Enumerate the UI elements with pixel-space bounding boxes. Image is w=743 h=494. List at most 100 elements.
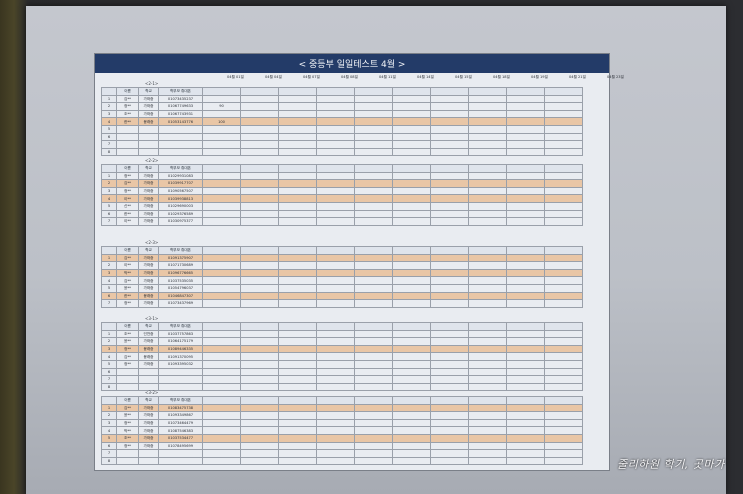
table-cell bbox=[354, 456, 393, 466]
table-cell bbox=[316, 171, 355, 181]
block-label: <3-1> bbox=[145, 316, 159, 321]
table-cell bbox=[506, 124, 545, 134]
block-label: <3-2> bbox=[145, 390, 159, 395]
table-cell bbox=[278, 449, 317, 458]
table-cell bbox=[278, 329, 317, 339]
date-header: 04월 18일 bbox=[493, 75, 510, 79]
table-cell: 01091375907 bbox=[158, 253, 203, 263]
table-cell: 이** bbox=[116, 217, 139, 226]
table-cell bbox=[392, 359, 431, 369]
table-cell bbox=[506, 276, 545, 285]
row-number: 6 bbox=[101, 291, 117, 301]
table-cell bbox=[240, 109, 279, 119]
table-cell bbox=[506, 291, 545, 301]
table-cell bbox=[138, 367, 159, 377]
table-cell bbox=[240, 194, 279, 203]
table-cell bbox=[468, 456, 507, 466]
table-cell bbox=[354, 186, 393, 196]
table-cell bbox=[316, 418, 355, 428]
table-cell bbox=[506, 94, 545, 104]
class-block: <2-1> 04월 01일 04월 04일 04월 07일 04월 08일 04월 11일… bbox=[95, 75, 624, 157]
table-cell bbox=[468, 94, 507, 104]
table-cell bbox=[316, 194, 355, 203]
header-cell bbox=[544, 396, 583, 405]
header-cell bbox=[202, 87, 241, 96]
table-cell bbox=[354, 124, 393, 134]
date-header: 04월 15일 bbox=[455, 75, 472, 79]
table-cell: 01067749633 bbox=[158, 102, 203, 111]
table-cell bbox=[278, 94, 317, 104]
table-cell bbox=[240, 291, 279, 301]
table-cell bbox=[354, 147, 393, 157]
table-cell bbox=[240, 403, 279, 413]
table-cell bbox=[468, 268, 507, 278]
table-cell bbox=[354, 268, 393, 278]
table-cell bbox=[430, 117, 469, 126]
table-cell bbox=[202, 217, 241, 226]
table-cell bbox=[354, 329, 393, 339]
table-cell bbox=[506, 359, 545, 369]
header-cell bbox=[544, 322, 583, 331]
table-cell bbox=[544, 344, 583, 354]
table-cell bbox=[430, 291, 469, 301]
table-cell bbox=[506, 456, 545, 466]
table-cell bbox=[202, 418, 241, 428]
row-number: 6 bbox=[101, 209, 117, 219]
table-cell bbox=[202, 209, 241, 219]
table-cell bbox=[202, 299, 241, 308]
score-table: 이름 학교 학부모 휴대폰 1 김** 가좌중 01073435237 2 정** 가좌중 0106… bbox=[101, 87, 583, 157]
table-cell: 가좌중 bbox=[138, 194, 159, 203]
table-row: 7 이** 가좌중 01030975377 bbox=[101, 217, 583, 226]
table-row: 2 정** 가좌중 01067749633 90 bbox=[101, 102, 583, 111]
table-cell bbox=[468, 140, 507, 149]
table-cell bbox=[354, 367, 393, 377]
table-cell bbox=[468, 117, 507, 126]
table-cell bbox=[392, 329, 431, 339]
table-cell bbox=[316, 209, 355, 219]
table-cell bbox=[240, 441, 279, 451]
table-cell bbox=[392, 441, 431, 451]
table-cell bbox=[354, 253, 393, 263]
table-cell bbox=[544, 261, 583, 270]
table-cell bbox=[544, 426, 583, 435]
table-cell bbox=[430, 276, 469, 285]
table-cell bbox=[544, 124, 583, 134]
table-cell bbox=[316, 359, 355, 369]
table-cell bbox=[202, 359, 241, 369]
table-cell bbox=[354, 201, 393, 211]
table-cell bbox=[278, 337, 317, 346]
table-cell bbox=[506, 132, 545, 142]
table-cell bbox=[506, 201, 545, 211]
table-cell bbox=[240, 456, 279, 466]
table-cell bbox=[116, 140, 139, 149]
table-cell: 01090567507 bbox=[158, 186, 203, 196]
row-number: 6 bbox=[101, 441, 117, 451]
table-cell bbox=[430, 102, 469, 111]
row-number: 2 bbox=[101, 337, 117, 346]
header-cell bbox=[430, 396, 469, 405]
header-cell bbox=[506, 246, 545, 255]
table-cell bbox=[316, 403, 355, 413]
table-cell bbox=[544, 147, 583, 157]
table-cell bbox=[392, 449, 431, 458]
header-cell bbox=[202, 246, 241, 255]
table-cell bbox=[392, 186, 431, 196]
header-cell bbox=[392, 322, 431, 331]
table-cell bbox=[316, 411, 355, 420]
table-cell bbox=[278, 147, 317, 157]
table-cell bbox=[430, 359, 469, 369]
table-cell bbox=[316, 433, 355, 443]
table-cell bbox=[430, 441, 469, 451]
table-cell bbox=[202, 456, 241, 466]
table-cell bbox=[240, 186, 279, 196]
table-cell bbox=[278, 186, 317, 196]
table-cell bbox=[392, 171, 431, 181]
table-cell: 가좌중 bbox=[138, 299, 159, 308]
row-number: 1 bbox=[101, 171, 117, 181]
table-cell bbox=[544, 449, 583, 458]
table-cell bbox=[392, 209, 431, 219]
row-number: 3 bbox=[101, 344, 117, 354]
header-cell bbox=[316, 246, 355, 255]
table-cell bbox=[278, 194, 317, 203]
table-row: 3 정** 가좌중 01090567507 bbox=[101, 186, 583, 196]
